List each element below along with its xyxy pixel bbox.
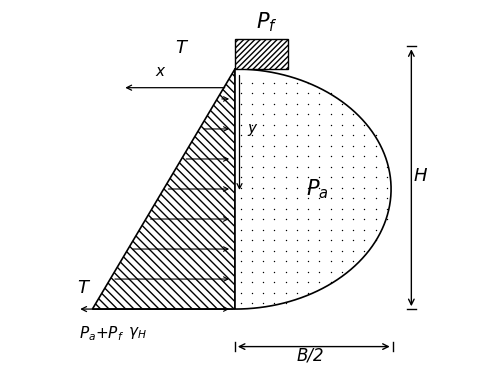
Text: B/2: B/2 <box>296 347 324 365</box>
Text: T: T <box>175 39 186 57</box>
Text: $P_f$: $P_f$ <box>256 10 278 34</box>
Text: $P_a$: $P_a$ <box>306 177 329 201</box>
Polygon shape <box>235 69 391 309</box>
Text: y: y <box>248 121 256 136</box>
Text: $\gamma_H$: $\gamma_H$ <box>128 325 147 341</box>
Bar <box>235 39 288 69</box>
Text: T: T <box>78 279 88 297</box>
Polygon shape <box>92 69 235 309</box>
Text: $P_a$+$P_f$: $P_a$+$P_f$ <box>80 324 124 343</box>
Text: x: x <box>156 64 164 79</box>
Text: H: H <box>414 167 428 185</box>
